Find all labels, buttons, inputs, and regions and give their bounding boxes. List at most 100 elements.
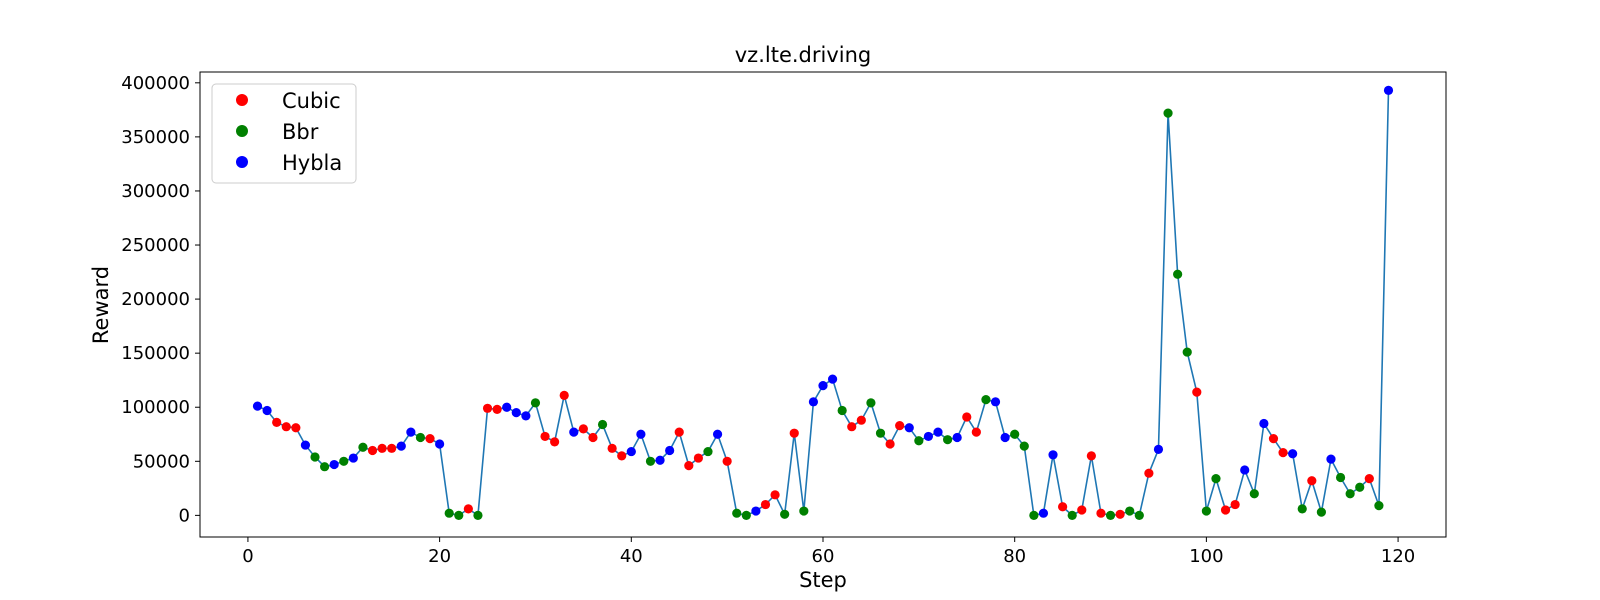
data-point-cubic xyxy=(550,437,560,447)
data-point-hybla xyxy=(952,432,962,443)
x-tick-label: 100 xyxy=(1189,546,1223,567)
data-point-bbr xyxy=(473,510,483,520)
data-point-hybla xyxy=(262,405,272,416)
data-point-bbr xyxy=(780,509,790,519)
data-point-cubic xyxy=(760,499,771,510)
data-point-cubic xyxy=(1077,505,1087,515)
data-point-bbr xyxy=(732,508,742,518)
data-point-cubic xyxy=(962,412,972,422)
data-point-cubic xyxy=(540,431,550,442)
data-point-bbr xyxy=(741,510,751,520)
data-point-cubic xyxy=(856,415,866,425)
data-point-hybla xyxy=(252,401,263,411)
data-point-cubic xyxy=(1192,387,1202,397)
y-tick-label: 0 xyxy=(179,505,190,526)
data-point-cubic xyxy=(463,504,473,514)
data-point-hybla xyxy=(665,445,675,456)
data-point-bbr xyxy=(310,452,320,462)
data-point-bbr xyxy=(1297,504,1307,514)
data-point-bbr xyxy=(1173,269,1183,279)
data-point-hybla xyxy=(1383,85,1394,95)
y-tick-label: 300000 xyxy=(121,181,190,202)
data-point-cubic xyxy=(770,490,780,500)
y-axis-title: Reward xyxy=(89,266,113,344)
data-point-cubic xyxy=(281,422,291,432)
data-point-hybla xyxy=(511,408,521,418)
data-point-bbr xyxy=(703,446,713,457)
data-point-cubic xyxy=(1058,502,1068,512)
data-point-cubic xyxy=(1364,474,1374,484)
data-point-bbr xyxy=(1134,510,1144,520)
y-tick-label: 150000 xyxy=(121,343,190,364)
y-tick-label: 400000 xyxy=(121,73,190,94)
data-point-bbr xyxy=(1067,510,1077,520)
data-point-cubic xyxy=(895,421,905,431)
data-point-hybla xyxy=(396,441,406,451)
data-point-hybla xyxy=(808,397,819,407)
data-point-hybla xyxy=(990,397,1001,407)
data-point-bbr xyxy=(914,436,924,446)
data-point-cubic xyxy=(971,427,981,437)
x-tick-label: 80 xyxy=(1003,546,1026,567)
data-point-bbr xyxy=(837,405,847,416)
x-axis: 0 20 40 60 80 100 120 xyxy=(242,537,1415,567)
y-axis: 0 50000 100000 150000 200000 250000 300000 3500… xyxy=(121,73,200,526)
data-point-bbr xyxy=(530,398,541,408)
data-point-bbr xyxy=(1105,510,1116,520)
data-point-bbr xyxy=(454,510,464,520)
data-point-hybla xyxy=(712,429,723,439)
data-point-cubic xyxy=(1115,509,1125,519)
x-tick-label: 0 xyxy=(242,546,253,567)
data-point-hybla xyxy=(502,402,512,412)
legend: Cubic Bbr Hybla xyxy=(211,83,357,184)
x-tick-label: 120 xyxy=(1381,546,1415,567)
data-point-cubic xyxy=(367,445,378,456)
y-tick-label: 50000 xyxy=(133,451,190,472)
legend-label-cubic: Cubic xyxy=(282,89,341,113)
data-point-bbr xyxy=(1163,108,1173,118)
data-point-cubic xyxy=(693,453,704,463)
data-point-cubic xyxy=(559,390,569,400)
data-point-bbr xyxy=(1316,507,1326,517)
x-tick-label: 60 xyxy=(812,546,835,567)
legend-label-bbr: Bbr xyxy=(282,120,319,144)
data-point-bbr xyxy=(320,462,330,472)
data-point-cubic xyxy=(1220,505,1231,515)
data-point-hybla xyxy=(655,455,665,465)
data-point-cubic xyxy=(578,424,588,434)
data-point-hybla xyxy=(636,429,646,439)
data-point-cubic xyxy=(588,432,598,443)
y-tick-label: 250000 xyxy=(121,235,190,256)
data-point-hybla xyxy=(827,374,838,384)
data-point-bbr xyxy=(943,435,953,445)
y-tick-label: 100000 xyxy=(121,397,190,418)
data-point-cubic xyxy=(492,404,502,414)
data-point-hybla xyxy=(521,411,531,421)
data-point-cubic xyxy=(722,456,732,466)
data-point-cubic xyxy=(789,428,799,438)
data-point-bbr xyxy=(1201,506,1211,516)
data-point-cubic xyxy=(1144,468,1154,478)
data-point-hybla xyxy=(1153,444,1164,455)
data-point-bbr xyxy=(799,506,809,516)
data-point-hybla xyxy=(1038,508,1049,518)
data-point-hybla xyxy=(933,427,943,437)
data-point-hybla xyxy=(329,459,339,470)
legend-marker-hybla xyxy=(236,156,248,168)
data-point-cubic xyxy=(1096,508,1106,518)
data-point-cubic xyxy=(425,433,435,444)
data-point-bbr xyxy=(1029,510,1039,520)
data-point-bbr xyxy=(358,442,368,452)
plot-area xyxy=(252,85,1394,520)
data-point-cubic xyxy=(684,461,694,471)
x-tick-label: 20 xyxy=(428,546,451,567)
data-point-cubic xyxy=(1307,476,1317,486)
data-point-cubic xyxy=(377,443,387,453)
data-point-cubic xyxy=(1268,433,1279,444)
data-point-hybla xyxy=(569,427,579,437)
data-point-cubic xyxy=(674,427,684,437)
data-point-bbr xyxy=(1335,472,1346,483)
data-point-hybla xyxy=(818,381,828,391)
data-point-cubic xyxy=(482,403,493,413)
data-point-hybla xyxy=(1000,432,1010,443)
